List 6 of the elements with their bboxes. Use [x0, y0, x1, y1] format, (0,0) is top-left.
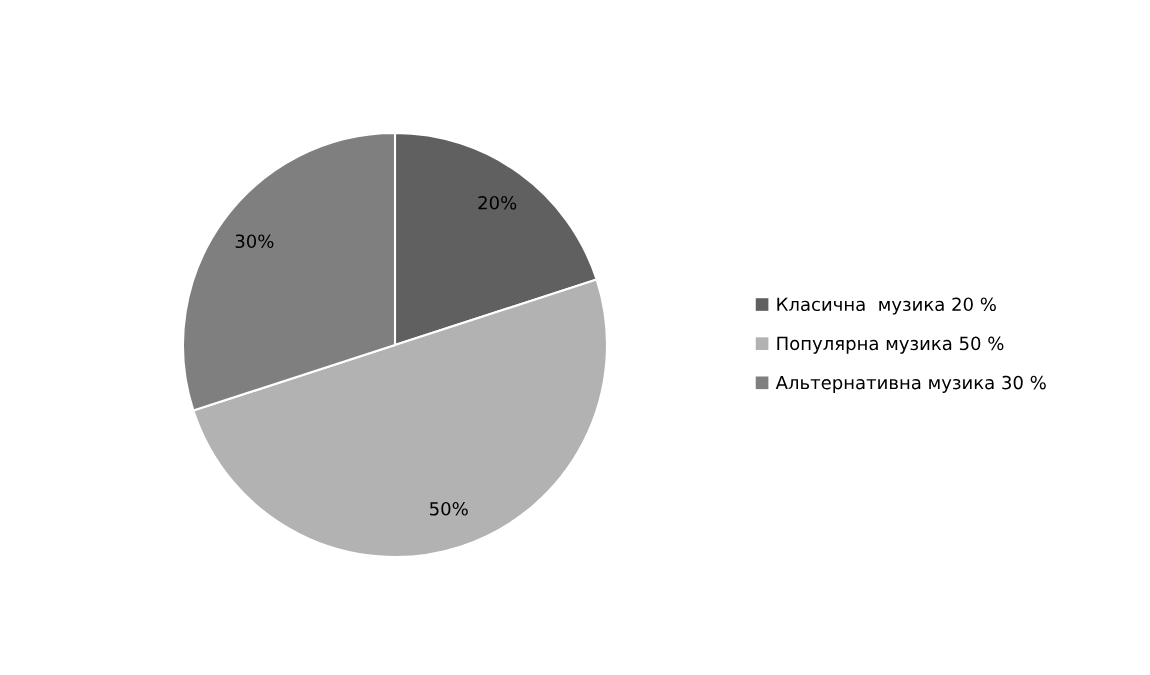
data-label: 20% — [478, 195, 517, 210]
legend-label: Альтернативна музика 30 % — [775, 375, 1046, 393]
legend-label: Популярна музика 50 % — [777, 336, 1004, 354]
data-label: 30% — [235, 234, 274, 249]
data-label: 50% — [430, 501, 468, 516]
legend-label: Класична музика 20 % — [777, 297, 996, 315]
